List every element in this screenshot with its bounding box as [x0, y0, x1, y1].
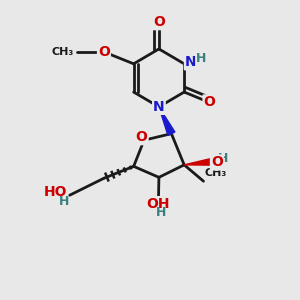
Text: O: O [136, 130, 148, 144]
Polygon shape [159, 107, 175, 135]
Text: CH₃: CH₃ [51, 47, 74, 57]
Text: O: O [203, 95, 215, 110]
Text: HO: HO [44, 185, 68, 199]
Text: H: H [218, 152, 229, 165]
Text: N: N [153, 100, 165, 114]
Text: H: H [196, 52, 207, 65]
Text: H: H [156, 206, 166, 219]
Text: O: O [211, 155, 223, 170]
Text: O: O [98, 45, 110, 59]
Text: O: O [153, 15, 165, 29]
Text: OH: OH [147, 197, 170, 211]
Text: CH₃: CH₃ [205, 168, 227, 178]
Text: H: H [59, 195, 70, 208]
Polygon shape [184, 159, 211, 165]
Text: N: N [185, 55, 197, 69]
